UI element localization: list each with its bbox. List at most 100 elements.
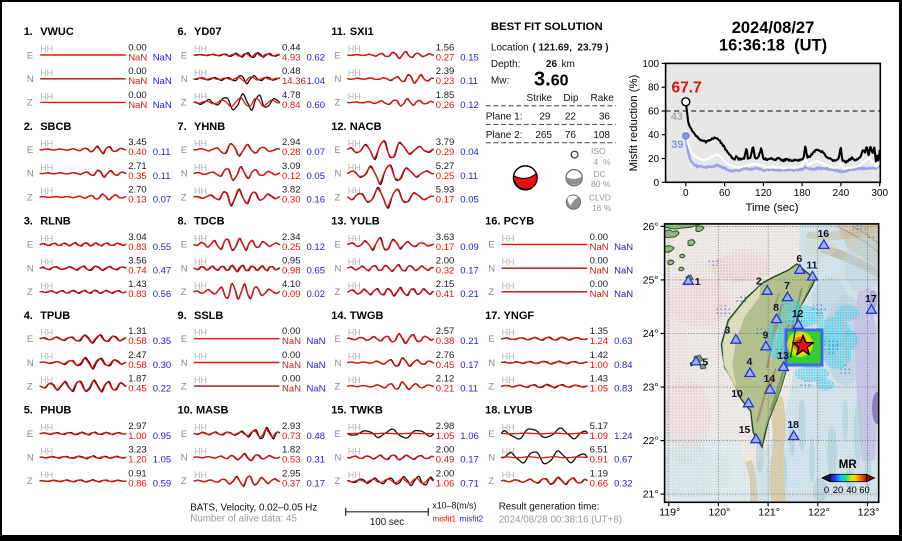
svg-text:16:36:18 (UT): 16:36:18 (UT) — [719, 37, 827, 55]
svg-text:0.31: 0.31 — [307, 455, 326, 466]
svg-text:2.94: 2.94 — [282, 137, 301, 148]
svg-text:0.62: 0.62 — [307, 52, 326, 63]
svg-text:E: E — [27, 145, 33, 156]
svg-text:HH: HH — [40, 233, 53, 243]
svg-text:HH: HH — [502, 446, 515, 456]
svg-text:11: 11 — [806, 260, 817, 272]
svg-text:0.91: 0.91 — [590, 455, 609, 466]
svg-text:Number of alive data: 45: Number of alive data: 45 — [190, 514, 297, 525]
svg-text:0.83: 0.83 — [614, 384, 633, 395]
svg-text:HH: HH — [194, 68, 207, 78]
svg-text:10: 10 — [731, 388, 743, 400]
svg-text:0.00: 0.00 — [590, 279, 609, 290]
svg-text:Z: Z — [27, 98, 33, 109]
svg-text:40: 40 — [648, 130, 660, 141]
svg-text:1.24: 1.24 — [614, 431, 633, 442]
svg-text:80 %: 80 % — [591, 179, 611, 189]
svg-text:0.21: 0.21 — [436, 384, 455, 395]
svg-text:3.RLNB: 3. RLNB — [24, 216, 71, 228]
svg-text:HH: HH — [502, 233, 515, 243]
svg-text:HH: HH — [194, 375, 207, 385]
svg-text:Plane 2:: Plane 2: — [486, 130, 523, 141]
svg-text:HH: HH — [40, 446, 53, 456]
svg-text:1.85: 1.85 — [436, 90, 455, 101]
svg-text:HH: HH — [194, 470, 207, 480]
svg-text:HH: HH — [348, 423, 361, 433]
svg-text:E: E — [181, 145, 187, 156]
svg-text:1.20: 1.20 — [128, 455, 147, 466]
svg-text:1.06: 1.06 — [460, 431, 479, 442]
svg-text:Depth:: Depth: — [491, 59, 520, 70]
svg-text:NaN: NaN — [307, 360, 326, 371]
svg-text:x10–8(m/s): x10–8(m/s) — [432, 500, 476, 510]
svg-text:0.63: 0.63 — [614, 336, 633, 347]
svg-text:40: 40 — [846, 485, 857, 496]
svg-text:0.83: 0.83 — [128, 242, 147, 253]
svg-text:N: N — [335, 453, 342, 464]
svg-text:26°: 26° — [643, 221, 659, 233]
svg-text:100: 100 — [642, 59, 659, 70]
svg-text:0.66: 0.66 — [590, 478, 609, 489]
svg-text:NaN: NaN — [128, 100, 147, 111]
svg-text:0.15: 0.15 — [460, 52, 479, 63]
svg-text:HH: HH — [348, 470, 361, 480]
svg-text:N: N — [181, 169, 188, 180]
svg-text:NaN: NaN — [307, 384, 326, 395]
svg-text:2.47: 2.47 — [128, 350, 147, 361]
svg-text:0.84: 0.84 — [282, 100, 301, 111]
svg-text:0.53: 0.53 — [282, 455, 301, 466]
svg-text:240: 240 — [833, 188, 850, 199]
svg-text:0.95: 0.95 — [282, 256, 301, 267]
svg-text:1.43: 1.43 — [590, 374, 609, 385]
svg-text:0: 0 — [824, 485, 829, 496]
svg-text:HH: HH — [194, 281, 207, 291]
svg-text:Z: Z — [488, 381, 494, 392]
svg-text:0.05: 0.05 — [307, 171, 326, 182]
svg-text:0.40: 0.40 — [128, 147, 147, 158]
svg-text:HH: HH — [502, 375, 515, 385]
svg-text:10.MASB: 10. MASB — [178, 405, 229, 417]
svg-text:4.78: 4.78 — [282, 90, 301, 101]
svg-text:3.56: 3.56 — [128, 256, 147, 267]
svg-text:Z: Z — [335, 192, 341, 203]
svg-text:2.95: 2.95 — [282, 468, 301, 479]
svg-text:0.21: 0.21 — [460, 289, 479, 300]
svg-text:HH: HH — [502, 257, 515, 267]
svg-text:0: 0 — [683, 188, 689, 199]
svg-text:HH: HH — [348, 233, 361, 243]
svg-text:BATS, Velocity, 0.02–0.05 Hz: BATS, Velocity, 0.02–0.05 Hz — [190, 502, 317, 513]
svg-text:43: 43 — [671, 111, 683, 123]
svg-text:119°: 119° — [659, 507, 680, 519]
svg-text:2.34: 2.34 — [282, 232, 301, 243]
svg-text:Z: Z — [181, 287, 187, 298]
svg-text:0.12: 0.12 — [282, 171, 301, 182]
svg-text:HH: HH — [502, 281, 515, 291]
svg-text:HH: HH — [194, 186, 207, 196]
svg-text:20: 20 — [833, 485, 844, 496]
svg-text:14: 14 — [764, 373, 776, 385]
svg-text:HH: HH — [348, 139, 361, 149]
svg-text:0.44: 0.44 — [282, 42, 301, 53]
svg-text:NaN: NaN — [614, 242, 633, 253]
svg-text:0.47: 0.47 — [153, 266, 172, 277]
svg-text:3.04: 3.04 — [128, 232, 147, 243]
svg-text:N: N — [27, 358, 34, 369]
svg-text:E: E — [27, 50, 33, 61]
svg-text:12: 12 — [792, 308, 804, 320]
svg-text:Z: Z — [181, 98, 187, 109]
svg-text:0.58: 0.58 — [128, 360, 147, 371]
svg-text:0.35: 0.35 — [153, 336, 172, 347]
svg-text:0.95: 0.95 — [153, 431, 172, 442]
svg-text:E: E — [181, 240, 187, 251]
svg-text:NaN: NaN — [282, 336, 301, 347]
svg-text:0.17: 0.17 — [307, 478, 326, 489]
svg-text:Plane 1:: Plane 1: — [486, 111, 523, 122]
svg-text:0.21: 0.21 — [460, 336, 479, 347]
svg-text:3.60: 3.60 — [534, 69, 569, 91]
svg-text:1.24: 1.24 — [590, 336, 609, 347]
svg-text:2.98: 2.98 — [436, 421, 455, 432]
svg-text:N: N — [181, 74, 188, 85]
svg-text:HH: HH — [502, 423, 515, 433]
svg-text:265: 265 — [535, 130, 552, 141]
svg-text:N: N — [27, 169, 34, 180]
